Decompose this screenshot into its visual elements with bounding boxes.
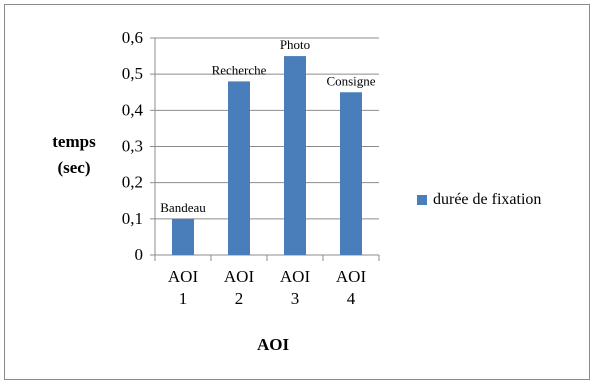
legend-swatch <box>417 195 427 205</box>
bar <box>284 56 306 255</box>
chart-frame: 0 0,1 0,2 0,3 0,4 0,5 0,6 Bandeau AOI 1 Recherche A… <box>4 4 590 380</box>
x-tick-label: AOI 3 <box>280 267 311 308</box>
bar <box>172 219 194 255</box>
x-tick-label: AOI 1 <box>168 267 199 308</box>
bar <box>340 92 362 255</box>
legend: durée de fixation <box>417 191 541 209</box>
x-tick-label: AOI 2 <box>224 267 255 308</box>
y-tick-label: 0,6 <box>122 28 143 47</box>
y-tick-label: 0,5 <box>122 64 143 83</box>
y-tick-label: 0,2 <box>122 173 143 192</box>
y-tick-label: 0,4 <box>122 100 144 119</box>
x-tick-label: AOI 4 <box>336 267 367 308</box>
y-axis-title: temps (sec) <box>39 129 109 181</box>
y-tick-label: 0,3 <box>122 137 143 156</box>
data-label: Consigne <box>326 73 375 88</box>
data-label: Photo <box>280 37 310 52</box>
data-label: Recherche <box>212 62 267 77</box>
bar <box>228 81 250 255</box>
y-tick-label: 0 <box>135 245 144 264</box>
legend-label: durée de fixation <box>433 191 541 209</box>
x-axis-title: AOI <box>233 335 313 355</box>
y-tick-label: 0,1 <box>122 209 143 228</box>
data-label: Bandeau <box>160 200 206 215</box>
